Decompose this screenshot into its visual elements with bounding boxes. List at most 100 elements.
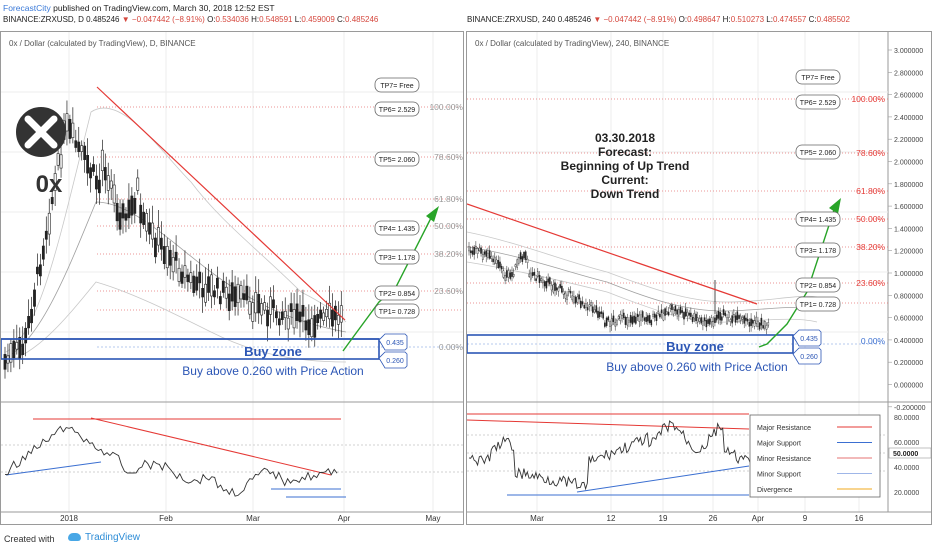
candle — [705, 320, 708, 328]
left-fib-label: 38.20% — [434, 249, 463, 259]
candle — [53, 173, 57, 191]
candle — [616, 319, 618, 326]
candle — [177, 267, 181, 282]
candle — [653, 313, 656, 318]
right-chart-subtitle: 0x / Dollar (calculated by TradingView),… — [475, 39, 670, 48]
left-x-label: 2018 — [60, 514, 78, 523]
candle — [679, 306, 682, 314]
price-axis-label: 2.600000 — [894, 93, 923, 100]
candle — [292, 309, 296, 329]
candle — [106, 175, 110, 191]
candle — [698, 318, 701, 322]
candle — [310, 318, 314, 338]
candle — [242, 293, 246, 300]
candle — [127, 199, 131, 219]
candle — [664, 308, 666, 316]
rsi-axis-label: 80.0000 — [894, 415, 919, 422]
left-tp-box: TP1= 0.728 — [374, 303, 420, 319]
candle — [731, 315, 733, 324]
candle — [648, 315, 651, 324]
legend-label: Major Resistance — [757, 425, 811, 432]
rsi-axis-label: 40.0000 — [894, 465, 919, 472]
candle — [554, 282, 556, 291]
candle — [727, 311, 730, 318]
price-axis-label: 1.800000 — [894, 182, 923, 189]
candle — [210, 274, 213, 297]
candle — [331, 309, 334, 327]
candle — [159, 237, 163, 250]
candle — [667, 311, 670, 316]
candle — [328, 302, 331, 320]
price-axis-label: 0.000000 — [894, 383, 923, 390]
legend: Major Resistance Major Support Minor Resis… — [749, 414, 881, 498]
candle — [703, 317, 706, 321]
author-link[interactable]: ForecastCity — [3, 3, 51, 13]
candle — [571, 295, 573, 301]
current-value: Down Trend — [591, 187, 660, 201]
candle — [714, 317, 716, 323]
candle — [21, 343, 25, 355]
candle — [762, 325, 764, 329]
legend-label: Major Support — [757, 441, 801, 448]
right-x-label: 19 — [659, 514, 668, 523]
price-axis-label: 2.000000 — [894, 160, 923, 167]
candle — [313, 315, 317, 338]
left-fib-label: 78.60% — [434, 152, 463, 162]
right-chart-panel[interactable]: 03.30.2018 Forecast: Beginning of Up Tre… — [466, 31, 932, 525]
candle — [257, 294, 261, 314]
right-x-label: Apr — [752, 514, 765, 523]
candle — [592, 306, 594, 313]
candle — [533, 271, 536, 276]
price-axis-label: 0.600000 — [894, 316, 923, 323]
candle — [295, 303, 299, 321]
svg-text:TP2= 0.854: TP2= 0.854 — [800, 283, 836, 290]
svg-text:TP2= 0.854: TP2= 0.854 — [379, 291, 415, 298]
candle — [602, 312, 604, 319]
candle — [581, 301, 584, 305]
candle — [576, 296, 579, 303]
candle — [133, 198, 137, 214]
candle — [674, 305, 677, 312]
candle — [74, 140, 78, 148]
candle — [633, 315, 635, 323]
candle — [715, 314, 718, 321]
candle — [719, 312, 721, 321]
candle — [659, 313, 661, 318]
candle — [540, 278, 543, 281]
svg-text:TP3= 1.178: TP3= 1.178 — [379, 255, 415, 262]
candle — [204, 283, 208, 303]
candle — [280, 311, 284, 320]
svg-text:TP7= Free: TP7= Free — [380, 83, 413, 90]
candle — [168, 249, 172, 266]
price-axis-label: 3.000000 — [894, 48, 923, 55]
candle — [636, 313, 639, 317]
right-tp-box: TP6= 2.529 — [795, 94, 841, 110]
tradingview-cloud-icon — [68, 533, 81, 541]
candle — [260, 303, 264, 316]
price-axis-label: 0.800000 — [894, 293, 923, 300]
candle — [671, 304, 673, 310]
current-label: Current: — [601, 173, 648, 187]
price-axis-label: 2.800000 — [894, 70, 923, 77]
tradingview-link[interactable]: TradingView — [68, 532, 140, 543]
candle — [481, 254, 484, 260]
left-tp-box: TP6= 2.529 — [374, 101, 420, 117]
candle — [755, 316, 758, 324]
candle — [543, 281, 546, 287]
right-buy-zone-rect[interactable] — [467, 334, 794, 354]
left-zone-top-box: 0.435 — [378, 333, 408, 351]
logo-text: 0x — [36, 171, 63, 198]
right-x-label: 16 — [855, 514, 864, 523]
left-buy-zone-rect[interactable] — [1, 338, 380, 360]
candle — [573, 296, 575, 304]
candle — [333, 305, 337, 321]
price-axis-label: 1.600000 — [894, 204, 923, 211]
candle — [707, 319, 709, 324]
candle — [56, 153, 60, 166]
candle — [115, 202, 119, 222]
candle — [614, 321, 617, 327]
candle — [700, 317, 703, 324]
left-chart-panel[interactable]: 100.00% 78.60% 61.80% 50.00% 38.20% 23.6… — [0, 31, 464, 525]
candle — [506, 270, 508, 278]
candle — [33, 289, 36, 307]
